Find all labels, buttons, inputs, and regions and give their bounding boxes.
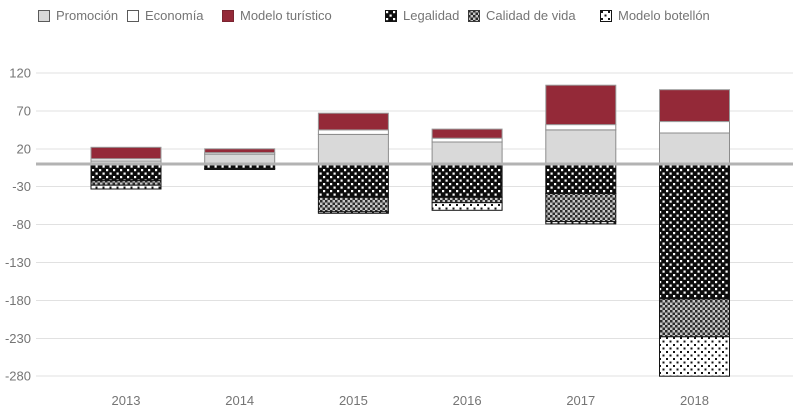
- legend-label-calidad: Calidad de vida: [486, 8, 576, 23]
- legend-item-botellon[interactable]: Modelo botellón: [600, 8, 710, 23]
- bar-segment-economia-2018[interactable]: [659, 121, 730, 134]
- bar-segment-botellon-2013[interactable]: [90, 184, 162, 190]
- bar-segment-turistico-2015[interactable]: [317, 112, 389, 131]
- bar-segment-turistico-2016[interactable]: [431, 128, 503, 139]
- x-tick-label-2014: 2014: [225, 393, 254, 408]
- legend-item-promocion[interactable]: Promoción: [38, 8, 118, 23]
- bar-segment-calidad-2015[interactable]: [317, 196, 389, 213]
- y-tick-label--180: -180: [5, 293, 31, 308]
- y-tick-label-70: 70: [17, 103, 31, 118]
- bar-segment-calidad-2013[interactable]: [90, 180, 162, 186]
- bar-segment-promocion-2017[interactable]: [545, 129, 617, 165]
- x-tick-label-2016: 2016: [453, 393, 482, 408]
- y-axis-labels: 120 70 20 -30 -80 -130 -180 -230 -280: [5, 66, 31, 384]
- legend-swatch-turistico-icon: [222, 9, 234, 22]
- legend-swatch-promocion-icon: [38, 9, 50, 22]
- bar-segment-economia-2015[interactable]: [317, 129, 389, 135]
- bar-segment-economia-2017[interactable]: [545, 124, 617, 131]
- y-tick-label--30: -30: [12, 179, 31, 194]
- bar-segment-turistico-2014[interactable]: [204, 148, 276, 154]
- bar-segment-legalidad-2017[interactable]: [545, 163, 617, 195]
- legend-swatch-calidad-icon: [468, 9, 480, 22]
- bar-segment-legalidad-2013[interactable]: [90, 163, 162, 182]
- x-tick-label-2013: 2013: [112, 393, 141, 408]
- chart-legend: Promoción Economía Modelo turístico Lega…: [0, 8, 800, 30]
- y-tick-label-20: 20: [17, 141, 31, 156]
- bar-segment-economia-2016[interactable]: [431, 137, 503, 143]
- bar-segment-legalidad-2016[interactable]: [431, 163, 503, 198]
- legend-swatch-economia-icon: [127, 9, 139, 22]
- bar-segment-botellon-2018[interactable]: [659, 336, 730, 377]
- bar-segment-promocion-2018[interactable]: [659, 132, 730, 165]
- legend-item-economia[interactable]: Economía: [127, 8, 204, 23]
- x-tick-label-2017: 2017: [566, 393, 595, 408]
- bar-segment-calidad-2016[interactable]: [431, 196, 503, 204]
- legend-label-legalidad: Legalidad: [403, 8, 460, 23]
- y-tick-label--230: -230: [5, 331, 31, 346]
- legend-label-economia: Economía: [145, 8, 204, 23]
- bar-segment-turistico-2013[interactable]: [90, 146, 162, 160]
- bar-segment-botellon-2016[interactable]: [431, 202, 503, 211]
- bar-segment-turistico-2017[interactable]: [545, 84, 617, 126]
- y-tick-label--280: -280: [5, 369, 31, 384]
- bar-segment-promocion-2015[interactable]: [317, 133, 389, 165]
- x-tick-label-2018: 2018: [680, 393, 709, 408]
- bars: [90, 84, 730, 377]
- legend-item-turistico[interactable]: Modelo turístico: [222, 8, 332, 23]
- legend-swatch-legalidad-icon: [385, 9, 397, 22]
- y-tick-label--130: -130: [5, 255, 31, 270]
- legend-label-botellon: Modelo botellón: [618, 8, 710, 23]
- bar-segment-calidad-2014[interactable]: [204, 168, 276, 170]
- x-axis-labels: 2013 2014 2015 2016 2017 2018: [112, 393, 709, 408]
- y-tick-label--80: -80: [12, 217, 31, 232]
- bar-segment-turistico-2018[interactable]: [659, 89, 730, 122]
- bar-segment-botellon-2015[interactable]: [317, 211, 389, 214]
- bar-segment-botellon-2017[interactable]: [545, 221, 617, 225]
- y-tick-label-120: 120: [9, 66, 31, 81]
- legend-swatch-botellon-icon: [600, 9, 612, 22]
- legend-item-calidad[interactable]: Calidad de vida: [468, 8, 576, 23]
- legend-label-turistico: Modelo turístico: [240, 8, 332, 23]
- bar-segment-calidad-2017[interactable]: [545, 193, 617, 223]
- bar-segment-promocion-2016[interactable]: [431, 141, 503, 165]
- bar-segment-calidad-2018[interactable]: [659, 298, 730, 338]
- x-tick-label-2015: 2015: [339, 393, 368, 408]
- gridlines: [36, 72, 793, 377]
- legend-label-promocion: Promoción: [56, 8, 119, 23]
- bar-segment-legalidad-2015[interactable]: [317, 163, 389, 198]
- bar-segment-legalidad-2018[interactable]: [659, 163, 730, 300]
- legend-item-legalidad[interactable]: Legalidad: [385, 8, 459, 23]
